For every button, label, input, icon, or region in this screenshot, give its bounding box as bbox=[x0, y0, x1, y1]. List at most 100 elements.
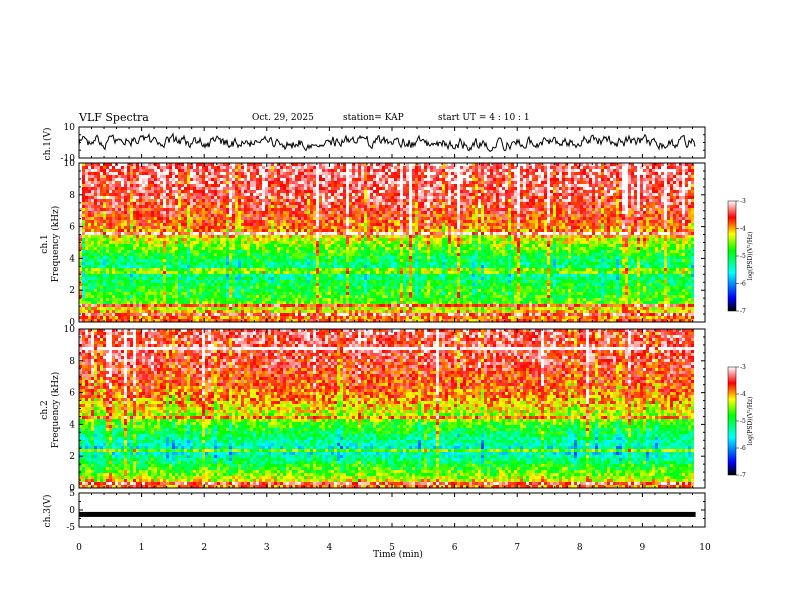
spectrogram-cell-group bbox=[82, 202, 85, 205]
spectrogram-cell-group bbox=[190, 241, 193, 244]
spectrogram-cell-group bbox=[337, 193, 340, 196]
spectrogram-cell-group bbox=[109, 244, 112, 247]
spectrogram-cell-group bbox=[610, 244, 613, 247]
spectrogram-cell-group bbox=[484, 202, 487, 205]
spectrogram-cell-group bbox=[235, 259, 238, 262]
spectrogram-cell-group bbox=[145, 190, 148, 193]
spectrogram-cell-group bbox=[508, 250, 511, 253]
spectrogram-cell-group bbox=[508, 232, 511, 235]
spectrogram-cell-group bbox=[271, 184, 274, 187]
spectrogram-cell-group bbox=[232, 166, 235, 169]
spectrogram-cell-group bbox=[280, 244, 283, 247]
spectrogram-cell-group bbox=[328, 229, 331, 232]
spectrogram-cell-group bbox=[286, 181, 289, 184]
spectrogram-cell-group bbox=[112, 208, 115, 211]
spectrogram-cell-group bbox=[295, 184, 298, 187]
spectrogram-cell-group bbox=[670, 211, 673, 214]
spectrogram-cell-group bbox=[337, 181, 340, 184]
spectrogram-cell-group bbox=[220, 175, 223, 178]
spectrogram-cell-group bbox=[442, 163, 445, 166]
spectrogram-cell-group bbox=[79, 229, 82, 232]
spectrogram-cell-group bbox=[469, 211, 472, 214]
spectrogram-cell-group bbox=[382, 172, 385, 175]
spectrogram-cell-group bbox=[469, 253, 472, 256]
spectrogram-cell-group bbox=[223, 217, 226, 220]
spectrogram-cell-group bbox=[664, 223, 667, 226]
spectrogram-cell-group bbox=[415, 244, 418, 247]
spectrogram-cell-group bbox=[391, 196, 394, 199]
spectrogram-cell-group bbox=[634, 250, 637, 253]
spectrogram-cell-group bbox=[172, 217, 175, 220]
spectrogram-cell-group bbox=[469, 181, 472, 184]
spectrogram-cell-group bbox=[544, 205, 547, 208]
spectrogram-cell-group bbox=[340, 175, 343, 178]
spectrogram-cell-group bbox=[520, 253, 523, 256]
spectrogram-cell-group bbox=[661, 178, 664, 181]
spectrogram-cell-group bbox=[442, 226, 445, 229]
spectrogram-cell-group bbox=[310, 196, 313, 199]
spectrogram-cell-group bbox=[571, 232, 574, 235]
spectrogram-cell-group bbox=[151, 187, 154, 190]
spectrogram-cell-group bbox=[535, 229, 538, 232]
spectrogram-cell-group bbox=[481, 256, 484, 259]
spectrogram-cell-group bbox=[544, 217, 547, 220]
spectrogram-cell-group bbox=[511, 211, 514, 214]
spectrogram-cell-group bbox=[415, 178, 418, 181]
spectrogram-cell-group bbox=[247, 229, 250, 232]
spectrogram-cell-group bbox=[514, 166, 517, 169]
spectrogram-cell-group bbox=[418, 169, 421, 172]
spectrogram-cell-group bbox=[592, 250, 595, 253]
spectrogram-cell-group bbox=[313, 172, 337, 175]
spectrogram-cell-group bbox=[571, 190, 574, 193]
spectrogram-cell-group bbox=[538, 247, 541, 250]
spectrogram-cell-group bbox=[253, 205, 256, 208]
spectrogram-cell-group bbox=[124, 199, 127, 202]
spectrogram-cell-group bbox=[235, 184, 238, 187]
spectrogram-cell-group bbox=[493, 172, 496, 175]
spectrogram-cell-group bbox=[511, 202, 514, 205]
spectrogram-cell-group bbox=[106, 220, 109, 223]
spectrogram-cell-group bbox=[562, 259, 565, 262]
spectrogram-cell-group bbox=[349, 193, 352, 196]
spectrogram-cell-group bbox=[616, 175, 619, 178]
spectrogram-cell-group bbox=[595, 238, 598, 241]
spectrogram-cell-group bbox=[163, 220, 166, 223]
spectrogram-cell-group bbox=[304, 184, 307, 187]
spectrogram-cell-group bbox=[151, 169, 154, 172]
spectrogram-cell-group bbox=[430, 199, 433, 202]
spectrogram-cell-group bbox=[322, 211, 325, 214]
spectrogram-cell-group bbox=[406, 217, 409, 220]
spectrogram-cell-group bbox=[133, 250, 136, 253]
spectrogram-cell-group bbox=[385, 205, 388, 208]
spectrogram-cell-group bbox=[421, 256, 424, 259]
spectrogram-cell-group bbox=[634, 175, 637, 178]
spectrogram-cell-group bbox=[118, 244, 121, 247]
spectrogram-cell-group bbox=[511, 223, 514, 226]
spectrogram-cell-group bbox=[259, 244, 262, 247]
spectrogram-cell-group bbox=[283, 238, 286, 241]
spectrogram-cell-group bbox=[679, 178, 682, 181]
spectrogram-cell-group bbox=[652, 226, 655, 229]
spectrogram-cell-group bbox=[532, 241, 556, 244]
spectrogram-cell-group bbox=[379, 181, 382, 184]
spectrogram-cell-group bbox=[103, 238, 106, 241]
spectrogram-cell-group bbox=[643, 238, 646, 241]
spectrogram-cell-group bbox=[586, 214, 589, 217]
spectrogram-cell-group bbox=[676, 235, 679, 238]
spectrogram-cell-group bbox=[265, 205, 268, 208]
spectrogram-cell-group bbox=[112, 226, 115, 229]
spectrogram-cell-group bbox=[271, 235, 274, 238]
spectrogram-cell-group bbox=[547, 208, 550, 211]
spectrogram-cell-group bbox=[394, 166, 397, 169]
spectrogram-cell-group bbox=[559, 199, 562, 202]
spectrogram-cell-group bbox=[691, 256, 694, 259]
spectrogram-cell-group bbox=[295, 229, 298, 232]
spectrogram-cell-group bbox=[115, 250, 118, 253]
spectrogram-cell-group bbox=[505, 217, 508, 220]
spectrogram-cell-group bbox=[343, 184, 346, 187]
spectrogram-cell-group bbox=[388, 202, 391, 205]
spectrogram-cell-group bbox=[115, 196, 118, 199]
spectrogram-cell-group bbox=[460, 211, 463, 214]
spectrogram-cell-group bbox=[370, 202, 373, 205]
spectrogram-cell-group bbox=[541, 199, 544, 202]
